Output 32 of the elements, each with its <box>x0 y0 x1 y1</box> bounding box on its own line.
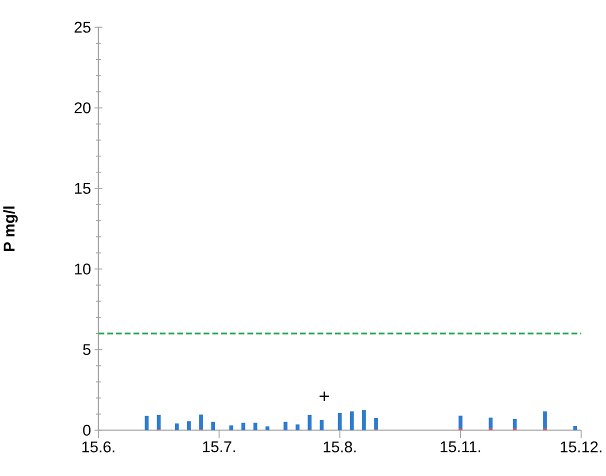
bar <box>308 414 312 430</box>
y-axis-title: P mg/l <box>3 206 18 251</box>
x-tick-label: 15.8. <box>324 441 356 452</box>
bar <box>265 426 270 430</box>
bar <box>573 426 578 430</box>
bar <box>211 422 216 430</box>
bar <box>512 418 517 429</box>
y-tick-label: 25 <box>74 22 90 33</box>
annotation: + <box>320 392 330 402</box>
y-tick-label: 20 <box>74 102 90 114</box>
x-tick-label: 15.7. <box>203 441 235 452</box>
bar <box>296 424 300 430</box>
x-tick-label: 15.12. <box>560 441 602 452</box>
bar <box>187 421 191 430</box>
bar <box>199 414 203 430</box>
bar <box>350 411 354 430</box>
y-tick-label: 0 <box>83 424 91 436</box>
bar <box>156 414 161 430</box>
y-tick-label: 5 <box>83 344 90 356</box>
bar <box>488 418 493 429</box>
bar <box>458 416 462 429</box>
x-tick-label: 15.6. <box>82 441 114 452</box>
bar <box>374 418 378 430</box>
bar <box>284 422 288 430</box>
x-tick-label: 15.11. <box>440 441 480 452</box>
bar <box>543 411 547 429</box>
bar <box>362 410 366 430</box>
bar <box>338 412 342 430</box>
y-tick-label: 10 <box>75 264 90 275</box>
y-tick-label: 15 <box>75 183 90 194</box>
bar <box>253 422 258 430</box>
bar <box>174 423 179 430</box>
